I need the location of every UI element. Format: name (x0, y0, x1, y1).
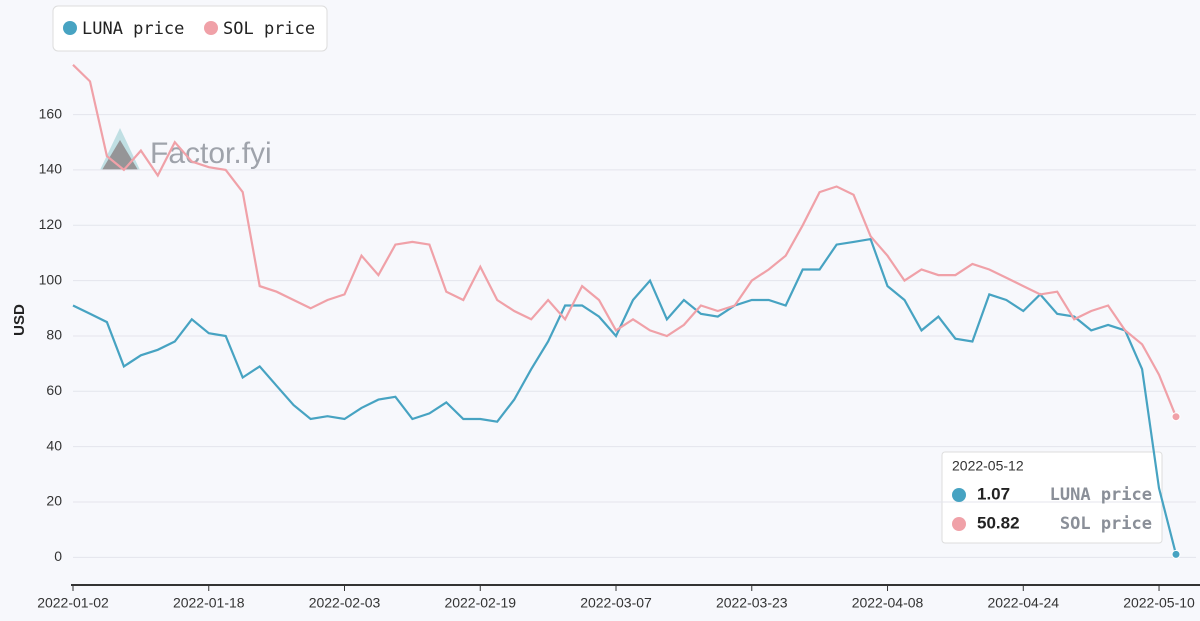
tooltip-swatch (952, 488, 966, 502)
x-tick-label: 2022-02-03 (309, 595, 381, 611)
y-tick-label: 100 (39, 271, 63, 287)
line (72, 64, 1178, 418)
y-tick-label: 140 (39, 161, 63, 177)
tooltip-swatch (952, 517, 966, 531)
tooltip-date: 2022-05-12 (952, 458, 1024, 474)
y-tick-label: 120 (39, 216, 63, 232)
x-tick-label: 2022-03-07 (580, 595, 652, 611)
y-tick-label: 0 (54, 548, 62, 564)
y-tick-label: 20 (46, 493, 62, 509)
y-tick-label: 60 (46, 382, 62, 398)
tooltip-value: 1.07 (977, 484, 1010, 503)
x-tick-label: 2022-01-18 (173, 595, 245, 611)
y-axis-label: USD (11, 304, 28, 336)
legend-swatch (204, 21, 218, 35)
tooltip-name: LUNA price (1050, 485, 1152, 505)
hover-point (1171, 412, 1181, 422)
tooltip-name: SOL price (1060, 514, 1152, 534)
y-tick-label: 40 (46, 437, 62, 453)
tooltip-value: 50.82 (977, 513, 1020, 532)
x-tick-label: 2022-03-23 (716, 595, 788, 611)
x-tick-label: 2022-01-02 (37, 595, 109, 611)
x-tick-label: 2022-04-08 (852, 595, 924, 611)
line (72, 237, 1178, 555)
legend-swatch (63, 21, 77, 35)
legend-label: SOL price (223, 19, 315, 39)
legend (52, 5, 328, 52)
x-tick-label: 2022-05-10 (1123, 595, 1195, 611)
legend-label: LUNA price (82, 19, 184, 39)
x-tick-label: 2022-02-19 (444, 595, 516, 611)
hover-point (1171, 549, 1181, 559)
x-tick-label: 2022-04-24 (987, 595, 1059, 611)
y-tick-label: 160 (39, 105, 63, 121)
y-tick-label: 80 (46, 327, 62, 343)
